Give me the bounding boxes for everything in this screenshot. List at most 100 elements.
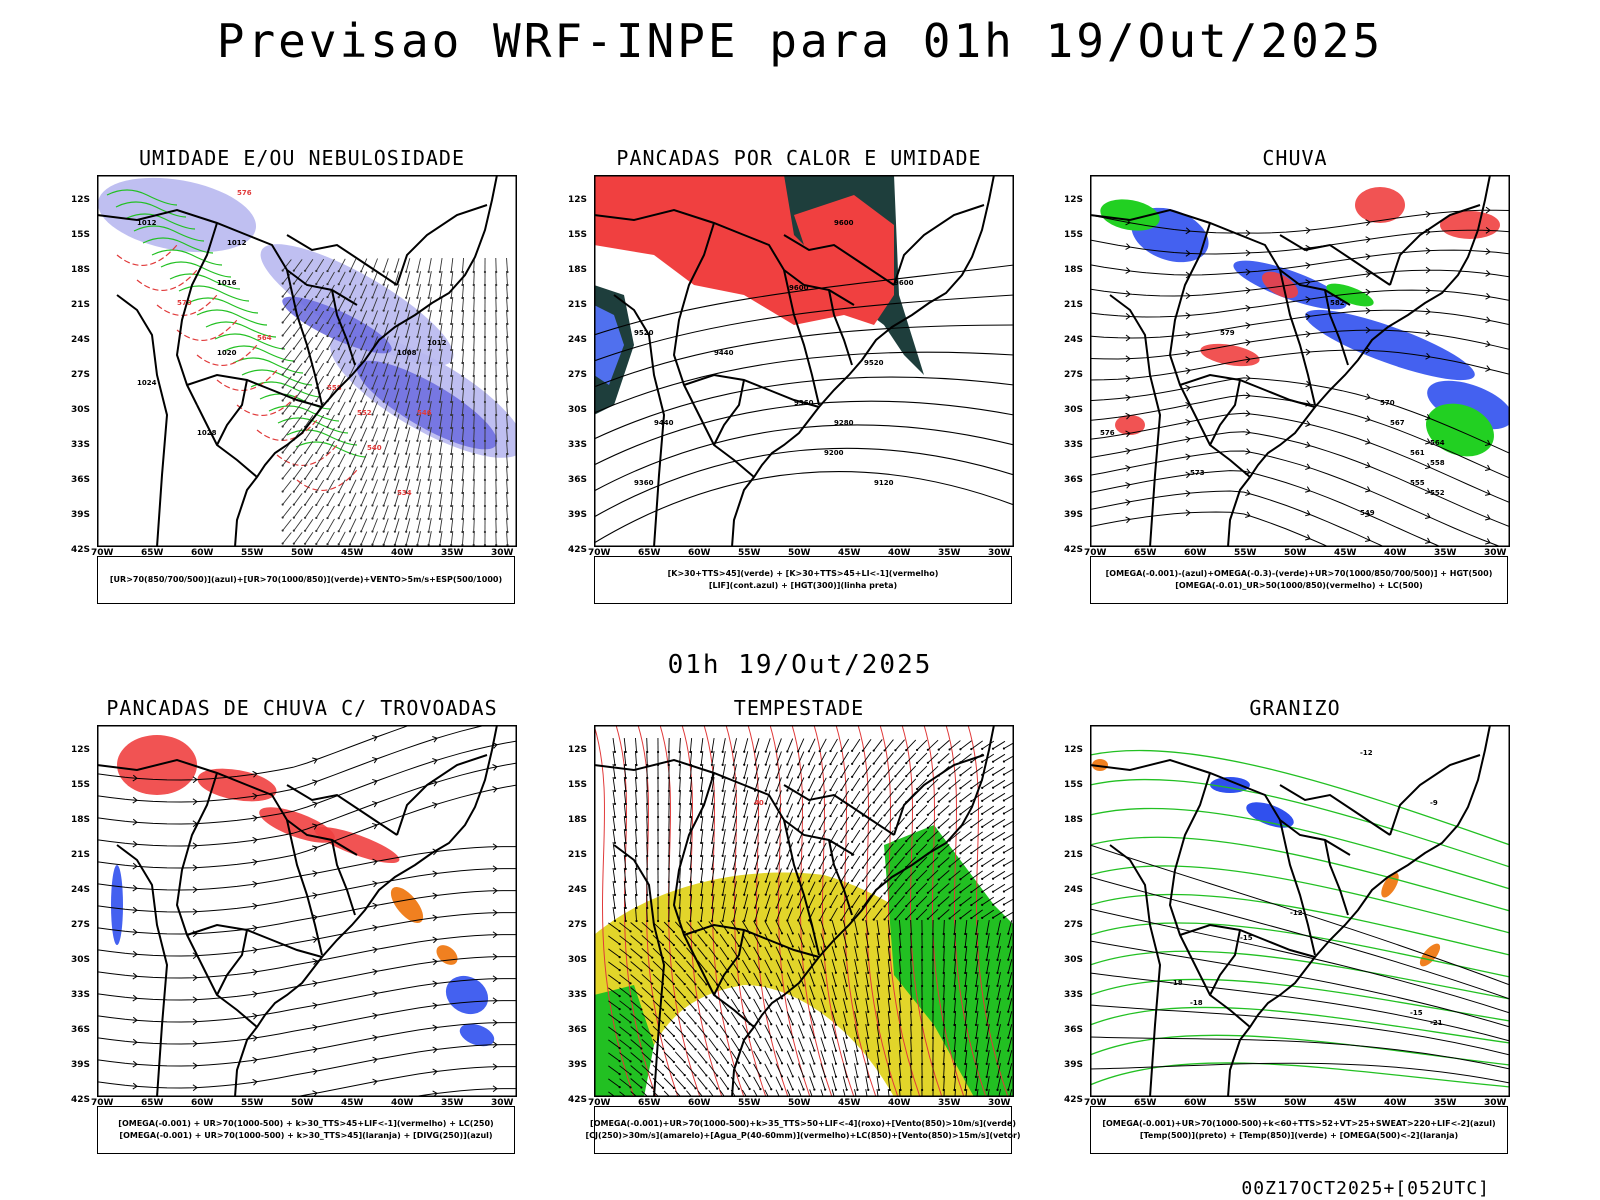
lat-tick-label: 21S <box>71 850 91 860</box>
lon-tick-label: 60W <box>191 548 214 558</box>
lat-tick-label: 27S <box>71 920 91 930</box>
lon-tick-label: 40W <box>1384 1098 1407 1108</box>
contour-label: 1016 <box>217 279 237 287</box>
lon-tick-label: 45W <box>838 548 861 558</box>
lat-tick-label: 21S <box>71 300 91 310</box>
map-umidade: 1012 1012 1016 1020 1024 1028 1008 1012 576 570 56… <box>71 175 517 558</box>
contour-label: 546 <box>417 409 432 417</box>
lat-tick-label: 33S <box>71 990 91 1000</box>
lon-tick-label: 40W <box>391 548 414 558</box>
panel-title: GRANIZO <box>1249 696 1341 720</box>
contour-label: 9520 <box>864 359 884 367</box>
contour-label: -15 <box>1410 1009 1423 1017</box>
lon-tick-label: 35W <box>938 1098 961 1108</box>
lat-tick-label: 30S <box>1064 405 1084 415</box>
legend-box: [OMEGA(-0.001) + UR>70(1000-500) + k>30_… <box>97 1106 515 1154</box>
lon-tick-label: 70W <box>1084 548 1107 558</box>
lon-tick-label: 35W <box>1434 548 1457 558</box>
lat-tick-label: 15S <box>1064 780 1084 790</box>
lat-tick-label: 24S <box>71 335 91 345</box>
contour-label: 567 <box>1390 419 1405 427</box>
lat-tick-label: 42S <box>1064 1095 1084 1105</box>
contour-label: 9440 <box>714 349 734 357</box>
contour-label: 540 <box>367 444 382 452</box>
lat-tick-label: 12S <box>1064 745 1084 755</box>
lat-tick-label: 12S <box>71 745 91 755</box>
lon-tick-label: 55W <box>241 1098 264 1108</box>
map-canvas <box>97 725 517 1097</box>
contour-label: 552 <box>357 409 372 417</box>
contour-label: 534 <box>397 489 412 497</box>
lon-tick-label: 50W <box>291 1098 314 1108</box>
contour-label: 549 <box>1360 509 1375 517</box>
contour-label: 9600 <box>834 219 854 227</box>
legend-line-1: [OMEGA(-0.001) + UR>70(1000-500) + k>30_… <box>118 1119 494 1128</box>
lat-tick-label: 36S <box>71 475 91 485</box>
contour-label: 570 <box>1380 399 1395 407</box>
lon-tick-label: 55W <box>241 548 264 558</box>
contour-label: 9600 <box>789 284 809 292</box>
lat-tick-label: 39S <box>71 510 91 520</box>
lon-tick-label: 45W <box>341 1098 364 1108</box>
lat-tick-label: 15S <box>71 230 91 240</box>
lat-tick-label: 33S <box>568 990 588 1000</box>
lat-tick-label: 27S <box>1064 370 1084 380</box>
lat-tick-label: 33S <box>568 440 588 450</box>
lat-tick-label: 18S <box>1064 815 1084 825</box>
lat-tick-label: 42S <box>568 545 588 555</box>
map-canvas: 9600960095209440936092809200912095209440… <box>594 175 1014 547</box>
contour-label: -12 <box>1360 749 1373 757</box>
lat-tick-label: 12S <box>568 195 588 205</box>
lat-tick-label: 33S <box>71 440 91 450</box>
panel-title: PANCADAS POR CALOR E UMIDADE <box>616 146 982 170</box>
legend-line-1: [K>30+TTS>45](verde) + [K>30+TTS>45+LI<-… <box>667 569 939 578</box>
legend-box: [OMEGA(-0.001)+UR>70(1000-500)+k<60+TTS>… <box>1090 1106 1508 1154</box>
lat-tick-label: 42S <box>1064 545 1084 555</box>
lon-tick-label: 40W <box>888 548 911 558</box>
lat-tick-label: 42S <box>71 545 91 555</box>
contour-label: 1024 <box>137 379 157 387</box>
lat-tick-label: 18S <box>1064 265 1084 275</box>
lon-tick-label: 35W <box>938 548 961 558</box>
lat-tick-label: 39S <box>1064 510 1084 520</box>
lon-tick-label: 30W <box>491 1098 514 1108</box>
lat-tick-label: 33S <box>1064 440 1084 450</box>
lon-tick-label: 35W <box>441 548 464 558</box>
panel-tempestade: TEMPESTADE 40 12S 15S 18S 21S 24S 27S 30S 33S 36S… <box>564 696 1034 1178</box>
contour-label: 558 <box>1430 459 1445 467</box>
contour-label: 564 <box>257 334 272 342</box>
contour-label: -21 <box>1430 1019 1443 1027</box>
lat-tick-label: 24S <box>71 885 91 895</box>
lat-tick-label: 42S <box>568 1095 588 1105</box>
lat-tick-label: 36S <box>568 1025 588 1035</box>
contour-label: 9360 <box>634 479 654 487</box>
mid-title: 01h 19/Out/2025 <box>667 650 933 680</box>
contour-label: 558 <box>327 384 342 392</box>
main-title: Previsao WRF-INPE para 01h 19/Out/2025 <box>216 14 1384 68</box>
contour-label: 9120 <box>874 479 894 487</box>
lat-tick-label: 15S <box>568 230 588 240</box>
lat-tick-label: 18S <box>568 265 588 275</box>
lon-tick-label: 70W <box>588 548 611 558</box>
contour-label: 1012 <box>137 219 157 227</box>
lon-tick-label: 60W <box>1184 548 1207 558</box>
lon-tick-label: 30W <box>1484 1098 1507 1108</box>
contour-label: 9600 <box>894 279 914 287</box>
lon-tick-label: 60W <box>688 548 711 558</box>
lon-tick-label: 40W <box>1384 548 1407 558</box>
lon-tick-label: 30W <box>1484 548 1507 558</box>
contour-label: -9 <box>1430 799 1438 807</box>
lon-tick-label: 50W <box>1284 1098 1307 1108</box>
map-canvas: 582 579 576 573 570 567 564 561 558 555 552 549 <box>1090 175 1510 547</box>
lon-tick-label: 65W <box>141 1098 164 1108</box>
contour-label: -15 <box>1240 934 1253 942</box>
lon-tick-label: 45W <box>1334 548 1357 558</box>
lon-tick-label: 70W <box>91 1098 114 1108</box>
lat-tick-label: 36S <box>1064 475 1084 485</box>
lat-tick-label: 24S <box>568 335 588 345</box>
lon-tick-label: 60W <box>191 1098 214 1108</box>
lon-tick-label: 50W <box>1284 548 1307 558</box>
contour-label: 40 <box>754 799 764 807</box>
lat-tick-label: 27S <box>568 370 588 380</box>
lon-tick-label: 70W <box>91 548 114 558</box>
